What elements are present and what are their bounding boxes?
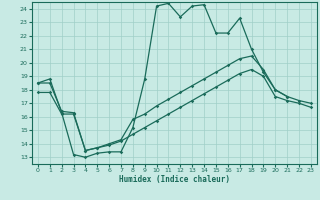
X-axis label: Humidex (Indice chaleur): Humidex (Indice chaleur): [119, 175, 230, 184]
